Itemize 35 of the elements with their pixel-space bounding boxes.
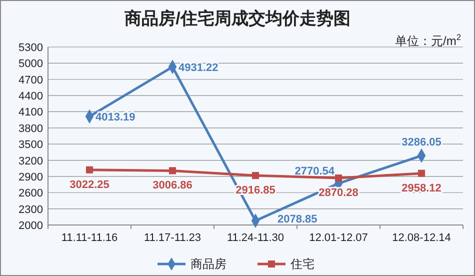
x-tick-label: 12.08-12.14 [392,232,451,244]
y-tick-label: 2600 [18,188,43,200]
data-label: 3022.25 [70,178,110,191]
chart-title: 商品房/住宅周成交均价走势图 [124,9,350,28]
y-tick-label: 4100 [18,106,43,119]
data-label: 3006.86 [152,180,192,192]
point [418,170,426,177]
point [334,174,342,182]
x-tick-label: 11.11-11.16 [61,232,118,244]
data-label: 2770.54 [294,165,336,178]
y-tick-label: 3800 [18,122,43,135]
point [252,172,260,180]
y-tick-label: 2300 [18,204,43,216]
y-tick-label: 4400 [18,90,43,103]
data-label: 4931.22 [178,62,218,74]
data-label: 2958.12 [402,182,442,194]
legend-label: 住宅 [290,257,314,271]
y-tick-label: 2000 [18,220,43,232]
y-tick-label: 2900 [18,171,43,184]
x-tick-label: 11.17-11.23 [144,232,202,244]
point [168,167,176,174]
data-label: 2078.85 [278,214,318,226]
y-tick-label: 5300 [18,42,43,54]
y-tick-label: 5000 [18,58,43,70]
x-tick-label: 12.01-12.07 [309,232,368,244]
y-tick-label: 4700 [18,74,43,86]
data-label: 4013.19 [96,111,136,124]
y-tick-label: 3200 [18,155,43,168]
annotation: 单位：元/m$^{2}$ [394,32,462,48]
legend-label: 商品房 [190,257,226,271]
y-tick-label: 3500 [18,139,43,152]
data-label: 2870.28 [318,187,358,200]
data-label: 3286.05 [402,136,442,149]
x-tick-label: 11.24-11.30 [226,232,284,244]
point [86,166,94,174]
